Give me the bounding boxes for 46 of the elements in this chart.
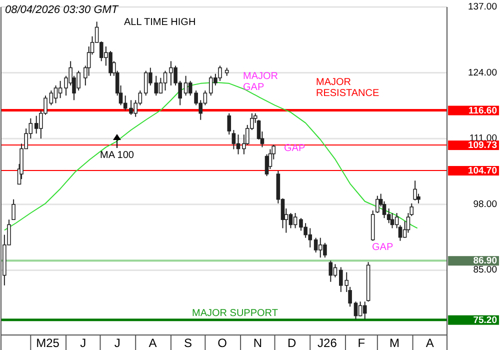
candlestick <box>390 212 394 229</box>
candlestick <box>58 80 62 99</box>
candlestick <box>293 212 298 229</box>
candlestick <box>163 70 168 92</box>
x-tick-label: M25 <box>36 336 60 350</box>
candlestick <box>328 260 333 282</box>
y-tick-label: 98.00 <box>473 198 497 210</box>
x-tick-label: O <box>218 336 227 350</box>
candlestick <box>49 90 54 106</box>
x-tick-label: M <box>390 336 400 350</box>
candlestick <box>362 301 367 320</box>
candlestick <box>413 180 417 201</box>
candlestick <box>12 198 16 220</box>
y-tick-label: 124.00 <box>468 67 497 78</box>
x-tick-label: A <box>426 336 434 350</box>
x-tick-label: J <box>80 336 86 350</box>
annotation: MA 100 <box>100 150 134 161</box>
annotation: 08/04/2026 03:30 GMT <box>5 4 120 16</box>
x-tick-label: A <box>148 336 157 350</box>
annotation: MAJOR GAP <box>243 70 278 93</box>
candlestick <box>354 301 358 320</box>
x-tick-label: F <box>358 336 366 350</box>
y-tick-label: 137.00 <box>468 2 497 13</box>
annotation: GAP <box>284 142 306 154</box>
annotation: MAJOR SUPPORT <box>192 308 278 319</box>
candlestick <box>376 195 380 214</box>
x-tick-label: S <box>184 336 192 350</box>
candlestick <box>416 193 420 204</box>
annotation: ALL TIME HIGH <box>124 16 196 28</box>
ref-line-label: 104.70 <box>468 166 497 177</box>
x-tick-label: D <box>288 336 297 350</box>
ref-line-label: 86.90 <box>473 256 497 267</box>
ref-line-label: 75.20 <box>473 314 497 326</box>
annotation: GAP <box>372 242 394 253</box>
x-tick-label: J <box>114 336 120 350</box>
x-tick-label: J26 <box>318 336 338 350</box>
candlestick <box>227 112 232 136</box>
candlestick <box>288 212 293 229</box>
candlestick <box>54 84 58 104</box>
candlestick <box>333 264 338 278</box>
ref-line-label: 116.60 <box>468 105 497 116</box>
candlestick <box>386 208 391 224</box>
annotation: MAJOR RESISTANCE <box>316 76 380 99</box>
x-tick-label: N <box>253 336 262 350</box>
candlestick <box>232 130 236 150</box>
y-tick-label: 85.00 <box>473 264 497 276</box>
